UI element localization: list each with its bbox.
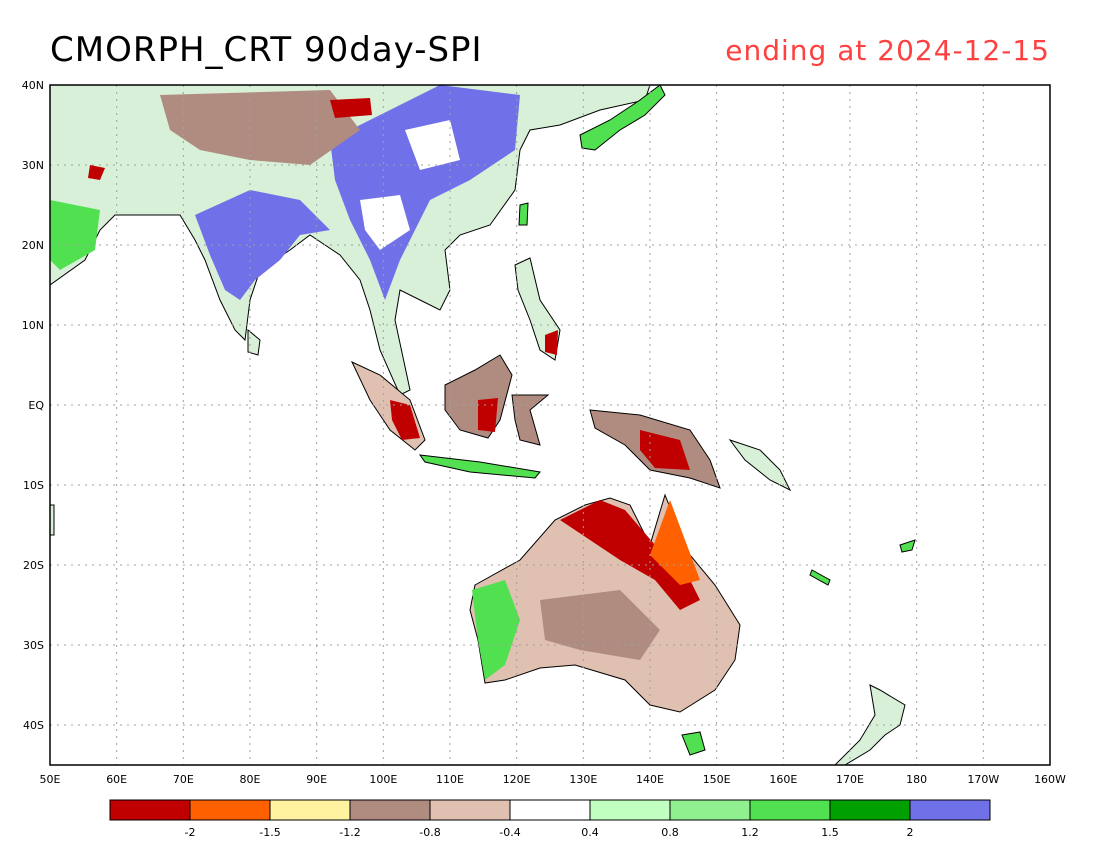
lon-label: 170W xyxy=(967,773,999,786)
australia-dry-north xyxy=(560,500,700,610)
white-patch-2 xyxy=(405,120,460,170)
sulawesi xyxy=(511,394,550,446)
lon-label: 120E xyxy=(503,773,531,786)
new-guinea-dry xyxy=(640,430,690,470)
philippines-dry xyxy=(545,330,558,355)
colorbar-swatch xyxy=(429,799,511,821)
australia-dry-ne xyxy=(650,500,700,585)
lat-label: 10N xyxy=(22,319,44,332)
colorbar-swatch xyxy=(189,799,271,821)
plot-frame xyxy=(49,84,1051,766)
longitude-labels: 50E 60E 70E 80E 90E 100E 110E 120E 130E 140E 150E 1… xyxy=(40,773,1067,786)
lat-label: 40S xyxy=(23,719,44,732)
map-subtitle: ending at 2024-12-15 xyxy=(725,34,1050,67)
colorbar-label: 2 xyxy=(907,826,914,839)
land-layer xyxy=(50,85,916,765)
colorbar-label: -0.4 xyxy=(499,826,520,839)
graticule xyxy=(50,85,1050,765)
lon-label: 80E xyxy=(240,773,261,786)
lon-label: 160E xyxy=(769,773,797,786)
lon-label: 150E xyxy=(703,773,731,786)
lon-label: 180 xyxy=(906,773,927,786)
lat-label: 20N xyxy=(22,239,44,252)
dry-zone-tibet xyxy=(160,90,360,165)
colorbar-label: 1.5 xyxy=(821,826,839,839)
colorbar-swatch xyxy=(349,799,431,821)
colorbar: -2 -1.5 -1.2 -0.8 -0.4 0.4 0.8 1.2 1.5 2 xyxy=(109,799,991,839)
lon-label: 50E xyxy=(40,773,61,786)
lon-label: 60E xyxy=(106,773,127,786)
map-title: CMORPH_CRT 90day-SPI xyxy=(50,30,483,70)
wet-zone-india xyxy=(195,190,330,300)
colorbar-label: -2 xyxy=(185,826,196,839)
lon-label: 170E xyxy=(836,773,864,786)
tasmania xyxy=(681,731,706,756)
lon-label: 100E xyxy=(369,773,397,786)
colorbar-swatch xyxy=(269,799,351,821)
colorbar-swatch xyxy=(509,799,591,821)
lon-label: 140E xyxy=(636,773,664,786)
colorbar-label: 1.2 xyxy=(741,826,759,839)
lat-label: 20S xyxy=(23,559,44,572)
solomon-islands xyxy=(728,439,792,492)
colorbar-swatch xyxy=(749,799,831,821)
colorbar-label: 0.8 xyxy=(661,826,679,839)
lon-label: 90E xyxy=(306,773,327,786)
dry-spot-1 xyxy=(330,98,372,118)
colorbar-swatch xyxy=(109,799,191,821)
asia-landmass xyxy=(50,85,651,396)
lon-label: 110E xyxy=(436,773,464,786)
borneo-dry xyxy=(478,398,498,432)
colorbar-swatch xyxy=(669,799,751,821)
lat-label: 30N xyxy=(22,159,44,172)
wet-zone-arabia xyxy=(50,200,100,270)
lon-label: 130E xyxy=(569,773,597,786)
australia-mid xyxy=(540,590,660,660)
lat-label: EQ xyxy=(28,399,44,412)
lon-label: 160W xyxy=(1034,773,1066,786)
lat-label: 10S xyxy=(23,479,44,492)
colorbar-swatch xyxy=(589,799,671,821)
colorbar-label: -1.2 xyxy=(339,826,360,839)
sumatra-dry xyxy=(390,400,420,440)
australia-wet-west xyxy=(472,580,520,680)
colorbar-label: -1.5 xyxy=(259,826,280,839)
madagascar-edge xyxy=(50,504,55,536)
lat-label: 30S xyxy=(23,639,44,652)
colorbar-label: -0.8 xyxy=(419,826,440,839)
colorbar-swatch xyxy=(829,799,911,821)
white-patch-1 xyxy=(360,195,410,250)
fiji xyxy=(899,539,916,553)
taiwan xyxy=(518,202,529,226)
lon-label: 70E xyxy=(173,773,194,786)
lat-label: 40N xyxy=(22,79,44,92)
dry-spot-2 xyxy=(88,165,105,180)
sri-lanka xyxy=(247,328,261,356)
japan xyxy=(579,85,666,151)
java xyxy=(418,454,541,479)
colorbar-swatch xyxy=(909,799,991,821)
new-caledonia xyxy=(809,569,831,586)
latitude-labels: 40N 30N 20N 10N EQ 10S 20S 30S 40S xyxy=(22,79,45,732)
colorbar-label: 0.4 xyxy=(581,826,599,839)
